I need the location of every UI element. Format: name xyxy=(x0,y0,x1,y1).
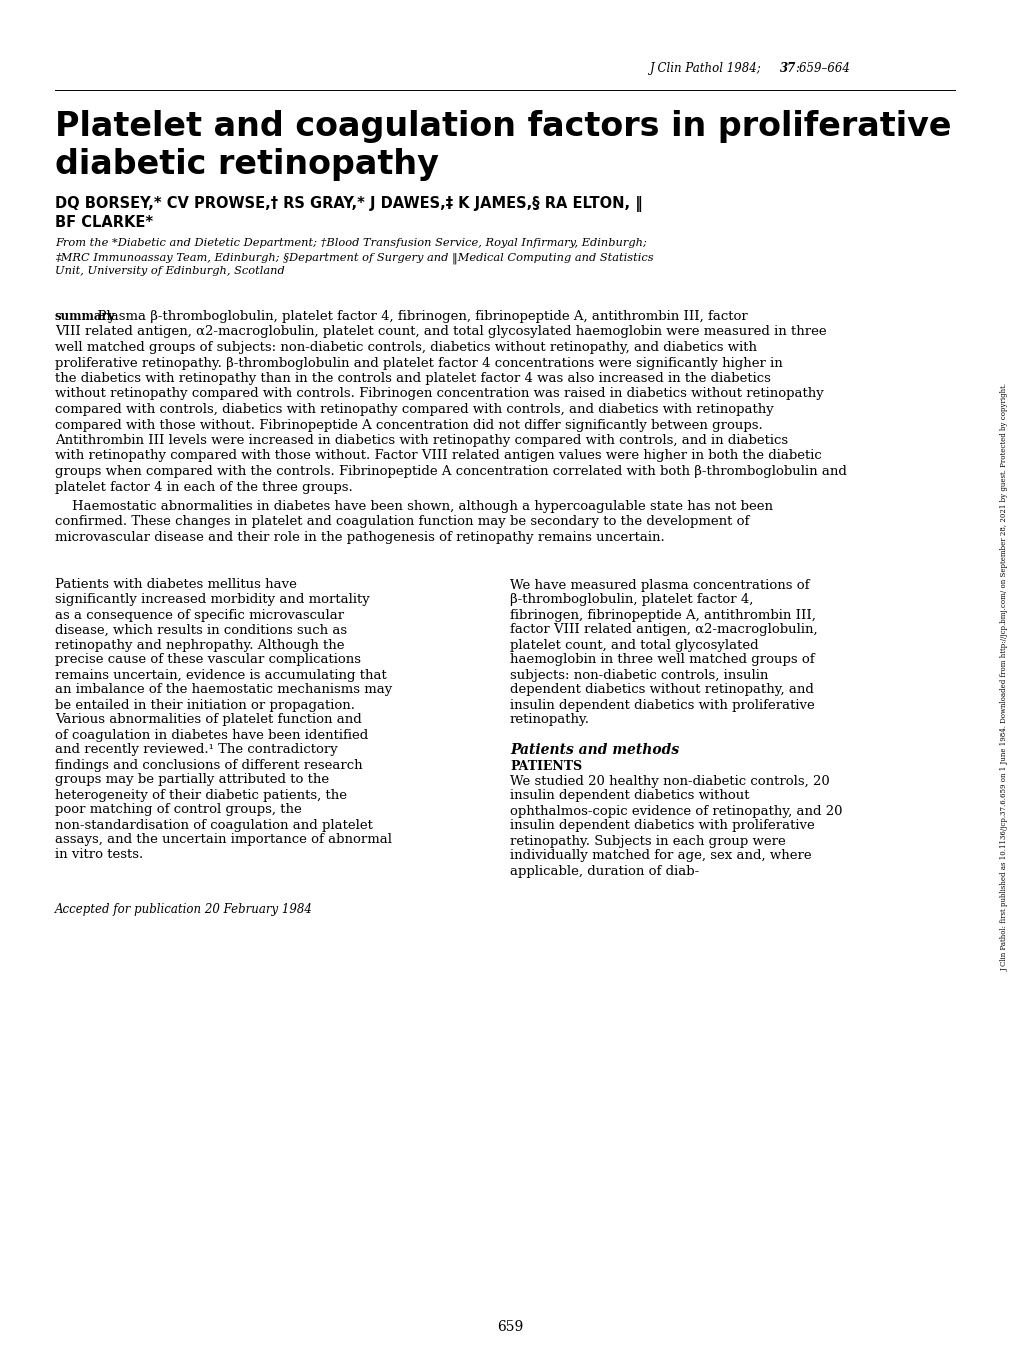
Text: platelet factor 4 in each of the three groups.: platelet factor 4 in each of the three g… xyxy=(55,481,353,493)
Text: Plasma β-thromboglobulin, platelet factor 4, fibrinogen, fibrinopeptide A, antit: Plasma β-thromboglobulin, platelet facto… xyxy=(55,310,747,324)
Text: an imbalance of the haemostatic mechanisms may: an imbalance of the haemostatic mechanis… xyxy=(55,684,392,696)
Text: J Clin Pathol: first published as 10.1136/jcp.37.6.659 on 1 June 1984. Downloade: J Clin Pathol: first published as 10.113… xyxy=(1000,383,1008,971)
Text: assays, and the uncertain importance of abnormal: assays, and the uncertain importance of … xyxy=(55,834,391,846)
Text: fibrinogen, fibrinopeptide A, antithrombin III,: fibrinogen, fibrinopeptide A, antithromb… xyxy=(510,608,815,621)
Text: heterogeneity of their diabetic patients, the: heterogeneity of their diabetic patients… xyxy=(55,788,346,802)
Text: ‡MRC Immunoassay Team, Edinburgh; §Department of Surgery and ‖Medical Computing : ‡MRC Immunoassay Team, Edinburgh; §Depar… xyxy=(55,252,653,264)
Text: factor VIII related antigen, α2-macroglobulin,: factor VIII related antigen, α2-macroglo… xyxy=(510,623,817,636)
Text: 37: 37 xyxy=(780,62,796,74)
Text: findings and conclusions of different research: findings and conclusions of different re… xyxy=(55,758,363,772)
Text: insulin dependent diabetics with proliferative: insulin dependent diabetics with prolife… xyxy=(510,699,814,711)
Text: in vitro tests.: in vitro tests. xyxy=(55,849,143,861)
Text: proliferative retinopathy. β-thromboglobulin and platelet factor 4 concentration: proliferative retinopathy. β-thromboglob… xyxy=(55,356,782,370)
Text: groups may be partially attributed to the: groups may be partially attributed to th… xyxy=(55,773,329,787)
Text: PATIENTS: PATIENTS xyxy=(510,761,582,773)
Text: We have measured plasma concentrations of: We have measured plasma concentrations o… xyxy=(510,578,809,592)
Text: of coagulation in diabetes have been identified: of coagulation in diabetes have been ide… xyxy=(55,728,368,742)
Text: insulin dependent diabetics without: insulin dependent diabetics without xyxy=(510,789,749,803)
Text: J Clin Pathol 1984;: J Clin Pathol 1984; xyxy=(649,62,761,74)
Text: without retinopathy compared with controls. Fibrinogen concentration was raised : without retinopathy compared with contro… xyxy=(55,387,823,401)
Text: We studied 20 healthy non-diabetic controls, 20: We studied 20 healthy non-diabetic contr… xyxy=(510,774,828,788)
Text: Platelet and coagulation factors in proliferative: Platelet and coagulation factors in prol… xyxy=(55,110,951,144)
Text: insulin dependent diabetics with proliferative: insulin dependent diabetics with prolife… xyxy=(510,819,814,833)
Text: :659–664: :659–664 xyxy=(794,62,849,74)
Text: individually matched for age, sex and, where: individually matched for age, sex and, w… xyxy=(510,849,811,862)
Text: with retinopathy compared with those without. Factor VIII related antigen values: with retinopathy compared with those wit… xyxy=(55,450,821,463)
Text: β-thromboglobulin, platelet factor 4,: β-thromboglobulin, platelet factor 4, xyxy=(510,593,753,607)
Text: well matched groups of subjects: non-diabetic controls, diabetics without retino: well matched groups of subjects: non-dia… xyxy=(55,341,756,353)
Text: Patients and methods: Patients and methods xyxy=(510,742,679,757)
Text: haemoglobin in three well matched groups of: haemoglobin in three well matched groups… xyxy=(510,654,814,666)
Text: retinopathy.: retinopathy. xyxy=(510,714,589,727)
Text: retinopathy. Subjects in each group were: retinopathy. Subjects in each group were xyxy=(510,834,785,848)
Text: poor matching of control groups, the: poor matching of control groups, the xyxy=(55,803,302,816)
Text: remains uncertain, evidence is accumulating that: remains uncertain, evidence is accumulat… xyxy=(55,669,386,681)
Text: disease, which results in conditions such as: disease, which results in conditions suc… xyxy=(55,623,346,636)
Text: significantly increased morbidity and mortality: significantly increased morbidity and mo… xyxy=(55,593,370,607)
Text: Accepted for publication 20 February 1984: Accepted for publication 20 February 198… xyxy=(55,903,313,917)
Text: VIII related antigen, α2-macroglobulin, platelet count, and total glycosylated h: VIII related antigen, α2-macroglobulin, … xyxy=(55,325,825,338)
Text: platelet count, and total glycosylated: platelet count, and total glycosylated xyxy=(510,639,758,651)
Text: Antithrombin III levels were increased in diabetics with retinopathy compared wi: Antithrombin III levels were increased i… xyxy=(55,435,788,447)
Text: confirmed. These changes in platelet and coagulation function may be secondary t: confirmed. These changes in platelet and… xyxy=(55,516,749,528)
Text: compared with controls, diabetics with retinopathy compared with controls, and d: compared with controls, diabetics with r… xyxy=(55,403,773,416)
Text: 659: 659 xyxy=(496,1320,523,1334)
Text: Unit, University of Edinburgh, Scotland: Unit, University of Edinburgh, Scotland xyxy=(55,265,284,276)
Text: retinopathy and nephropathy. Although the: retinopathy and nephropathy. Although th… xyxy=(55,639,344,651)
Text: be entailed in their initiation or propagation.: be entailed in their initiation or propa… xyxy=(55,699,355,711)
Text: applicable, duration of diab-: applicable, duration of diab- xyxy=(510,864,699,877)
Text: the diabetics with retinopathy than in the controls and platelet factor 4 was al: the diabetics with retinopathy than in t… xyxy=(55,372,770,385)
Text: subjects: non-diabetic controls, insulin: subjects: non-diabetic controls, insulin xyxy=(510,669,767,681)
Text: DQ BORSEY,* CV PROWSE,† RS GRAY,* J DAWES,‡ K JAMES,§ RA ELTON, ‖: DQ BORSEY,* CV PROWSE,† RS GRAY,* J DAWE… xyxy=(55,196,642,213)
Text: summary: summary xyxy=(55,310,115,324)
Text: microvascular disease and their role in the pathogenesis of retinopathy remains : microvascular disease and their role in … xyxy=(55,531,664,544)
Text: groups when compared with the controls. Fibrinopeptide A concentration correlate: groups when compared with the controls. … xyxy=(55,464,846,478)
Text: as a consequence of specific microvascular: as a consequence of specific microvascul… xyxy=(55,608,343,621)
Text: Patients with diabetes mellitus have: Patients with diabetes mellitus have xyxy=(55,578,297,592)
Text: BF CLARKE*: BF CLARKE* xyxy=(55,215,153,230)
Text: and recently reviewed.¹ The contradictory: and recently reviewed.¹ The contradictor… xyxy=(55,743,337,757)
Text: ophthalmos-copic evidence of retinopathy, and 20: ophthalmos-copic evidence of retinopathy… xyxy=(510,804,842,818)
Text: dependent diabetics without retinopathy, and: dependent diabetics without retinopathy,… xyxy=(510,684,813,696)
Text: compared with those without. Fibrinopeptide A concentration did not differ signi: compared with those without. Fibrinopept… xyxy=(55,418,762,432)
Text: From the *Diabetic and Dietetic Department; †Blood Transfusion Service, Royal In: From the *Diabetic and Dietetic Departme… xyxy=(55,238,646,248)
Text: non-standardisation of coagulation and platelet: non-standardisation of coagulation and p… xyxy=(55,819,373,831)
Text: Haemostatic abnormalities in diabetes have been shown, although a hypercoagulabl: Haemostatic abnormalities in diabetes ha… xyxy=(55,500,772,513)
Text: diabetic retinopathy: diabetic retinopathy xyxy=(55,148,438,181)
Text: Various abnormalities of platelet function and: Various abnormalities of platelet functi… xyxy=(55,714,362,727)
Text: precise cause of these vascular complications: precise cause of these vascular complica… xyxy=(55,654,361,666)
